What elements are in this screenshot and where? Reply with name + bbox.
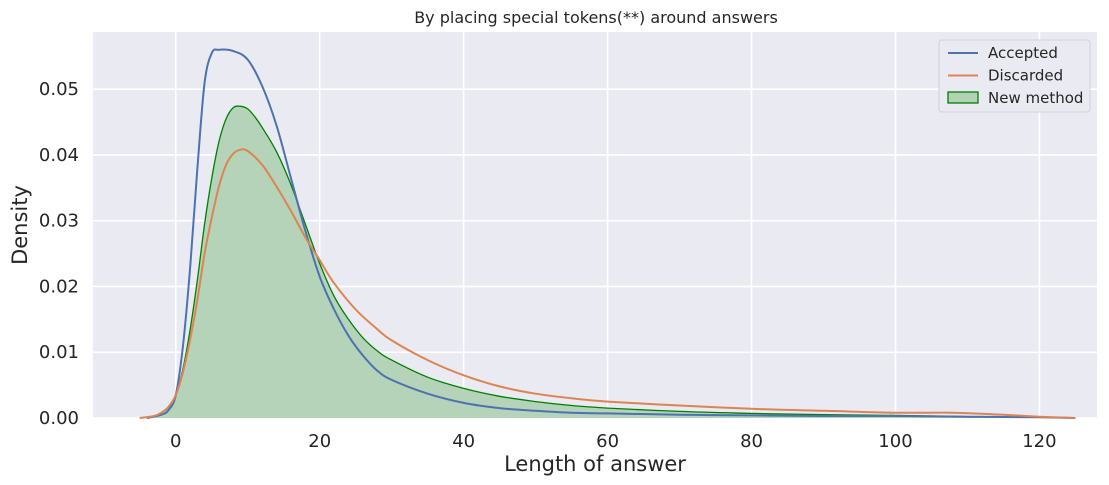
- series-new-method-line: [139, 105, 1076, 419]
- x-tick-label: 40: [452, 431, 475, 452]
- y-tick-label: 0.01: [39, 342, 79, 363]
- y-tick-label: 0.00: [39, 408, 79, 429]
- series-accepted-line: [146, 48, 1076, 419]
- x-tick-label: 100: [878, 431, 912, 452]
- x-tick-label: 20: [308, 431, 331, 452]
- legend-label: New method: [988, 89, 1083, 107]
- y-tick-label: 0.03: [39, 211, 79, 232]
- legend: Accepted Discarded New method: [938, 39, 1091, 113]
- x-axis-label: Length of answer: [504, 452, 686, 476]
- tick-labels: 0 20 40 60 80 100 120 0.00 0.01 0.02 0.03 0.04 0.05: [39, 79, 1057, 452]
- chart-title: By placing special tokens(**) around ans…: [414, 8, 778, 27]
- y-tick-label: 0.04: [39, 145, 79, 166]
- x-tick-label: 80: [740, 431, 763, 452]
- x-tick-label: 0: [170, 431, 181, 452]
- legend-label: Accepted: [988, 44, 1058, 62]
- series-new-method-area: [139, 106, 1076, 419]
- y-tick-label: 0.02: [39, 276, 79, 297]
- y-axis-label: Density: [8, 185, 32, 265]
- legend-swatch: [947, 91, 979, 104]
- series-layer: [139, 48, 1076, 419]
- series-discarded-line: [139, 148, 1076, 419]
- legend-label: Discarded: [988, 67, 1063, 85]
- x-tick-label: 120: [1022, 431, 1056, 452]
- y-tick-label: 0.05: [39, 79, 79, 100]
- x-tick-label: 60: [596, 431, 619, 452]
